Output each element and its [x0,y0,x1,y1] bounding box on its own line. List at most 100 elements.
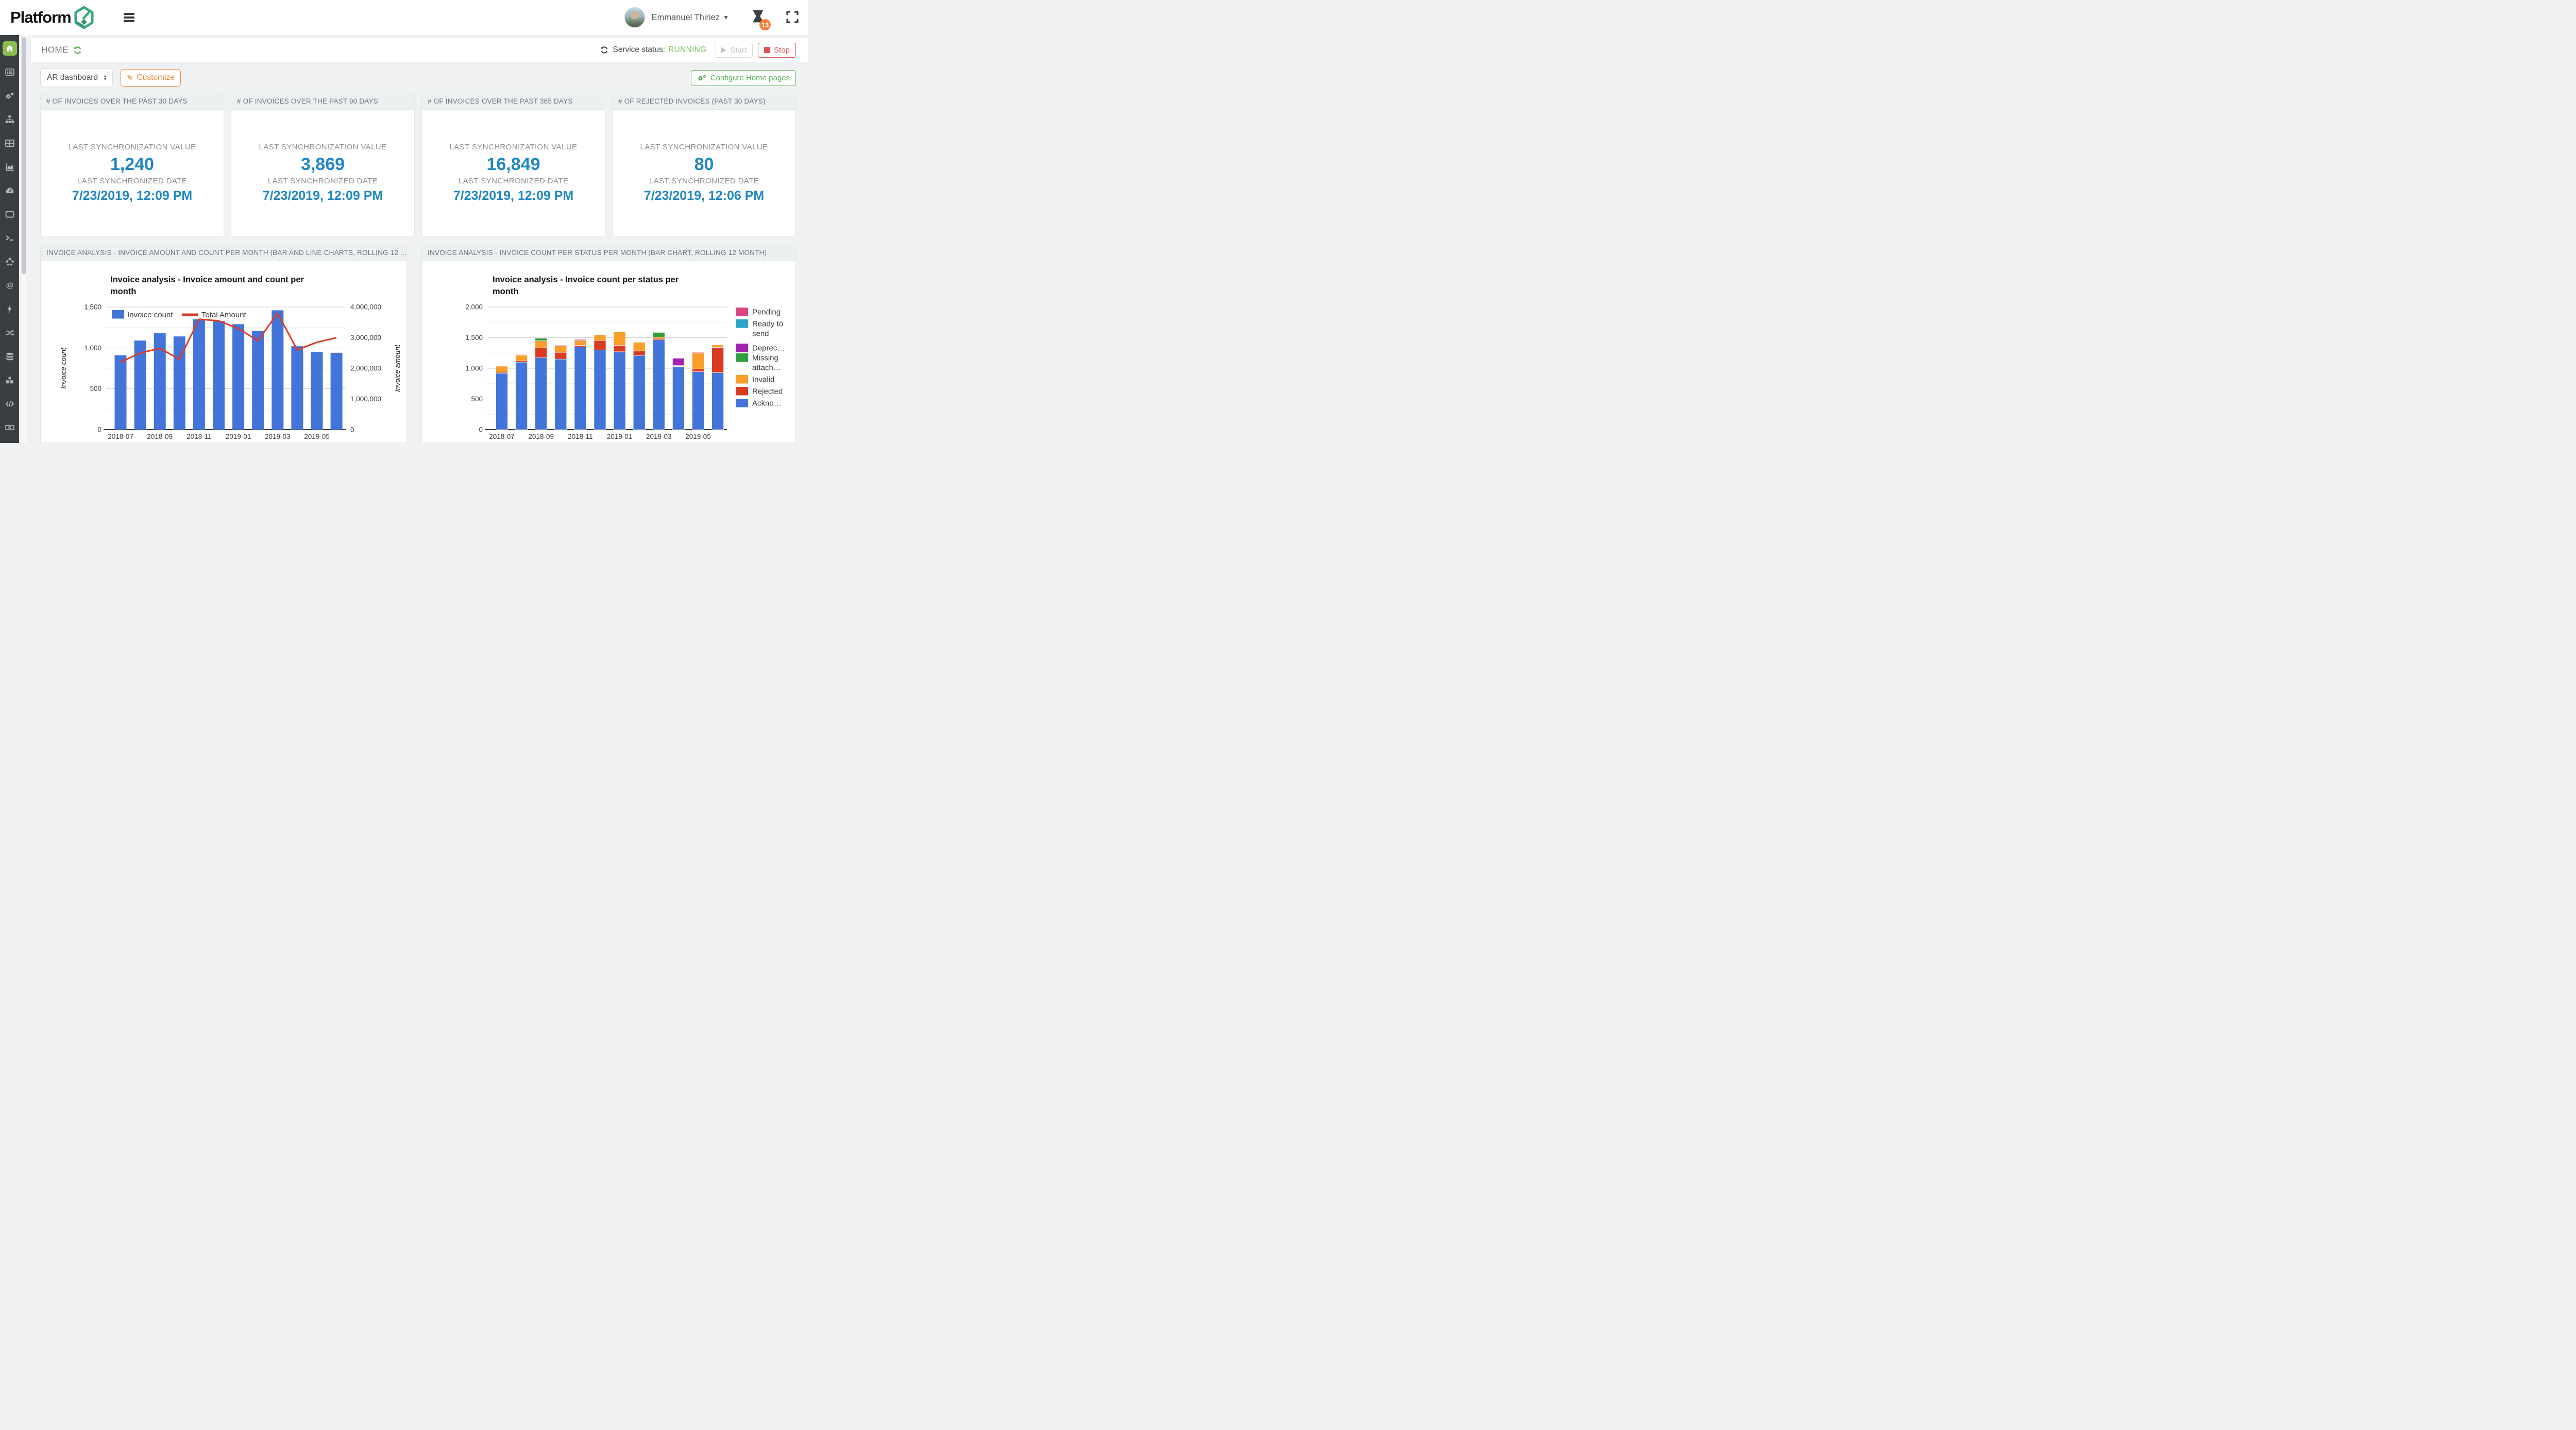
legend-label[interactable]: Missing [752,354,778,363]
status-bar-segment[interactable] [574,345,587,347]
legend-label[interactable]: Deprec… [752,344,785,353]
invoice-count-bar[interactable] [134,341,146,430]
app-logo[interactable]: Platform [10,6,94,29]
status-bar-segment[interactable] [535,337,548,338]
sidebar-item-workflows[interactable] [3,254,17,269]
status-bar-segment[interactable] [613,345,626,352]
sidebar-item-scripts[interactable] [3,397,17,411]
status-bar-segment[interactable] [711,345,724,348]
invoice-count-bar[interactable] [193,319,205,430]
invoice-count-bar[interactable] [252,331,264,430]
chevron-down-icon[interactable]: ▼ [723,14,729,21]
status-bar-segment[interactable] [672,358,685,366]
sidebar-item-routes[interactable] [3,326,17,340]
vertical-scrollbar[interactable] [22,35,26,443]
status-bar-segment[interactable] [594,349,606,430]
invoice-count-bar[interactable] [311,352,323,430]
legend-label[interactable]: Ready to [752,320,783,329]
sidebar-item-tables[interactable] [3,136,17,150]
status-bar-segment[interactable] [554,346,567,353]
invoice-count-bar[interactable] [114,355,127,430]
status-bar-segment[interactable] [692,371,704,430]
sidebar-item-billing[interactable] [3,420,17,435]
status-bar-segment[interactable] [554,359,567,430]
total-amount-line[interactable] [120,312,337,363]
invoice-count-bar[interactable] [213,320,225,430]
sidebar-item-database[interactable] [3,349,17,364]
start-button[interactable]: Start [715,42,753,58]
status-bar-segment[interactable] [515,355,528,361]
legend-label[interactable]: attach… [752,364,781,372]
status-bar-segment[interactable] [633,342,646,351]
sidebar-item-services[interactable] [3,89,17,103]
sidebar-item-home[interactable] [2,41,17,56]
status-bar-segment[interactable] [515,354,528,355]
legend-label[interactable]: Ackno… [752,399,782,408]
stop-button[interactable]: Stop [758,42,796,58]
status-bar-segment[interactable] [692,368,704,372]
invoice-count-bar[interactable] [291,346,303,430]
status-bar-segment[interactable] [633,355,646,430]
status-bar-segment[interactable] [496,373,508,430]
invoice-count-bar[interactable] [232,324,245,430]
invoice-count-bar[interactable] [330,352,343,430]
status-bar-segment[interactable] [574,340,587,346]
sidebar-item-list[interactable] [3,65,17,79]
service-refresh-icon[interactable] [600,46,608,54]
customize-button[interactable]: ✎ Customize [121,69,181,87]
status-bar-segment[interactable] [652,332,665,337]
sidebar-item-dashboard[interactable] [3,183,17,198]
status-bar-segment[interactable] [652,339,665,430]
status-bar-segment[interactable] [672,367,685,430]
legend-label[interactable]: send [752,330,769,338]
status-bar-segment[interactable] [554,352,567,360]
scrollbar-thumb[interactable] [22,37,26,274]
legend-label[interactable]: Total Amount [201,311,247,319]
sidebar-item-charts[interactable] [3,160,17,174]
status-bar-segment[interactable] [594,334,606,341]
status-bar-segment[interactable] [515,362,528,430]
sidebar-item-sitemap[interactable] [3,112,17,127]
avatar[interactable] [624,7,646,28]
legend-label[interactable]: Rejected [752,387,783,396]
status-bar-segment[interactable] [692,352,704,369]
invoice-count-bar[interactable] [154,333,166,430]
status-bar-segment[interactable] [535,338,548,341]
status-bar-segment[interactable] [633,350,646,356]
status-bar-segment[interactable] [535,357,548,430]
sidebar-item-window[interactable] [3,207,17,222]
fullscreen-icon[interactable] [786,10,799,25]
status-bar-segment[interactable] [652,338,665,341]
stop-icon [764,47,771,53]
status-bar-segment[interactable] [515,360,528,363]
pending-tasks-button[interactable]: 13 [753,10,771,30]
sidebar-item-triggers[interactable] [3,302,17,316]
user-name[interactable]: Emmanuel Thiriez [651,12,720,22]
status-bar-segment[interactable] [574,347,587,430]
right-axis-title: Invoice amount [394,344,401,392]
menu-hamburger-icon[interactable] [121,8,138,27]
status-bar-segment[interactable] [535,341,548,348]
sidebar-item-packages[interactable] [3,373,17,387]
legend-label[interactable]: Pending [752,308,781,317]
status-bar-segment[interactable] [711,372,724,430]
status-bar-segment[interactable] [692,352,704,353]
status-bar-segment[interactable] [496,366,508,373]
dashboard-select[interactable]: AR dashboard ▲ ▼ [40,69,113,87]
invoice-count-bar[interactable] [272,310,284,430]
status-bar-segment[interactable] [594,340,606,350]
invoice-count-bar[interactable] [173,336,185,430]
status-bar-segment[interactable] [652,336,665,339]
sidebar-item-terminal[interactable] [3,231,17,245]
configure-home-pages-button[interactable]: Configure Home pages [690,70,796,86]
sidebar-item-email[interactable]: @ [3,278,17,293]
legend-label[interactable]: Invalid [752,376,774,384]
status-bar-segment[interactable] [574,339,587,341]
status-bar-segment[interactable] [554,345,567,346]
status-bar-segment[interactable] [613,351,626,430]
status-bar-segment[interactable] [535,347,548,358]
refresh-page-button[interactable] [73,46,82,55]
status-bar-segment[interactable] [711,347,724,373]
legend-label[interactable]: Invoice count [127,311,173,319]
status-bar-segment[interactable] [613,331,626,346]
